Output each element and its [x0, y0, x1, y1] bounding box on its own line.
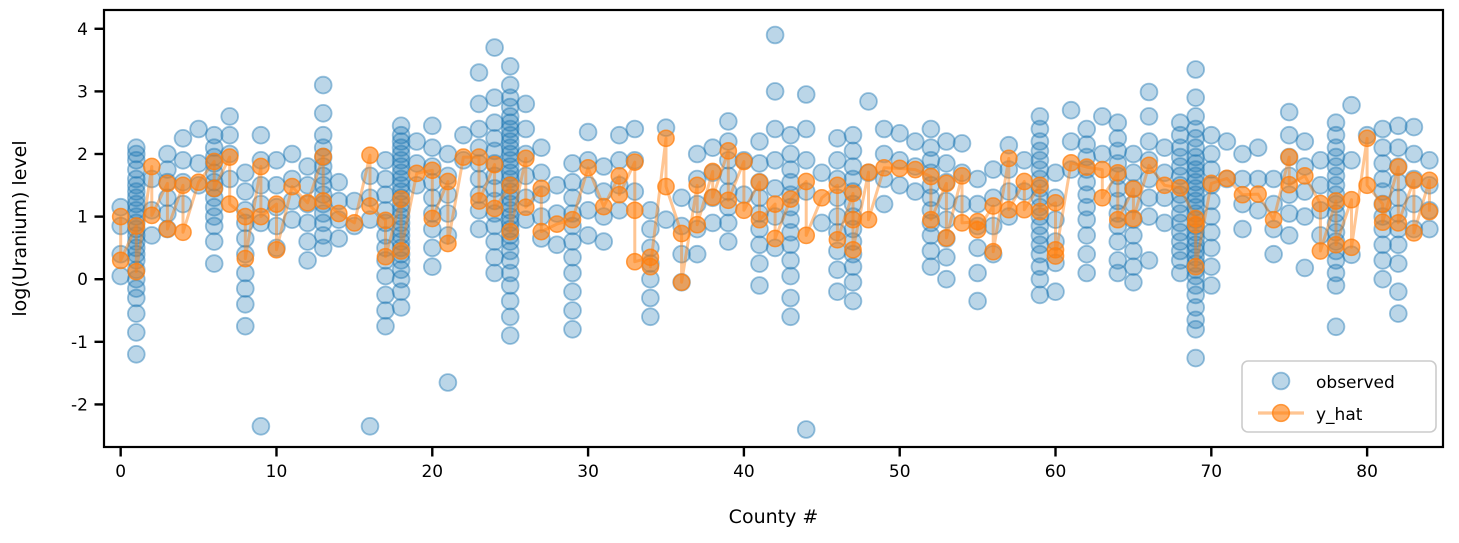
svg-text:60: 60	[1045, 462, 1067, 482]
x-axis-ticks: 0 10 20 30 40 50 60 70 80	[115, 447, 1378, 482]
svg-text:20: 20	[421, 462, 443, 482]
y-axis-label: log(Uranium) level	[9, 140, 31, 316]
svg-text:50: 50	[889, 462, 911, 482]
svg-text:1: 1	[77, 208, 88, 228]
svg-text:4: 4	[77, 20, 88, 40]
legend-yhat-marker-icon	[1271, 403, 1291, 423]
svg-text:0: 0	[77, 270, 88, 290]
svg-text:-1: -1	[71, 333, 88, 353]
svg-text:40: 40	[733, 462, 755, 482]
legend-observed-marker-icon	[1271, 371, 1291, 391]
yhat-points	[111, 129, 1439, 292]
svg-text:30: 30	[577, 462, 599, 482]
legend-yhat-label: y_hat	[1316, 405, 1363, 425]
svg-text:3: 3	[77, 82, 88, 102]
legend-observed-label: observed	[1316, 373, 1395, 393]
plot-border	[102, 8, 1445, 449]
legend: observed y_hat	[1241, 360, 1437, 433]
y-axis-ticks: -2 -1 0 1 2 3 4	[71, 20, 104, 415]
svg-text:80: 80	[1356, 462, 1378, 482]
svg-text:70: 70	[1200, 462, 1222, 482]
svg-text:-2: -2	[71, 395, 88, 415]
svg-text:2: 2	[77, 145, 88, 165]
svg-text:0: 0	[115, 462, 126, 482]
svg-text:10: 10	[266, 462, 288, 482]
x-axis-label: County #	[729, 506, 819, 528]
